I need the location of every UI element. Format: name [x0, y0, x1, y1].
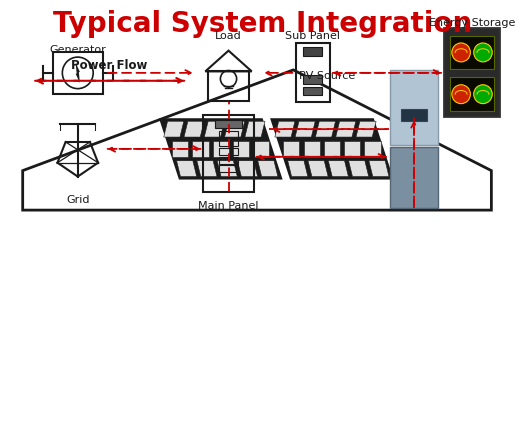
- Polygon shape: [271, 120, 392, 179]
- FancyBboxPatch shape: [390, 71, 438, 145]
- Polygon shape: [217, 161, 237, 177]
- Polygon shape: [369, 161, 389, 177]
- Text: Generator: Generator: [50, 45, 106, 55]
- Text: Power Flow: Power Flow: [72, 59, 148, 72]
- Polygon shape: [192, 141, 209, 157]
- Polygon shape: [364, 141, 380, 157]
- Polygon shape: [172, 141, 188, 157]
- Polygon shape: [324, 141, 340, 157]
- Polygon shape: [253, 141, 269, 157]
- Polygon shape: [177, 161, 197, 177]
- FancyBboxPatch shape: [450, 36, 494, 70]
- FancyBboxPatch shape: [304, 48, 322, 57]
- Circle shape: [474, 85, 492, 104]
- Polygon shape: [336, 122, 356, 138]
- Circle shape: [452, 44, 471, 63]
- Polygon shape: [238, 161, 258, 177]
- Polygon shape: [258, 161, 278, 177]
- Polygon shape: [164, 122, 184, 138]
- Polygon shape: [316, 122, 336, 138]
- Polygon shape: [245, 122, 265, 138]
- Circle shape: [474, 44, 492, 63]
- Polygon shape: [308, 161, 328, 177]
- FancyBboxPatch shape: [214, 120, 242, 128]
- Polygon shape: [328, 161, 348, 177]
- Polygon shape: [213, 141, 229, 157]
- Text: Load: Load: [215, 32, 242, 41]
- Text: Main Panel: Main Panel: [198, 201, 259, 211]
- Polygon shape: [75, 64, 80, 84]
- FancyBboxPatch shape: [401, 110, 427, 122]
- Polygon shape: [344, 141, 360, 157]
- Polygon shape: [295, 122, 315, 138]
- Text: Typical System Integration: Typical System Integration: [53, 11, 472, 39]
- Polygon shape: [197, 161, 217, 177]
- Circle shape: [452, 85, 471, 104]
- Polygon shape: [348, 161, 369, 177]
- Polygon shape: [233, 141, 249, 157]
- Polygon shape: [283, 141, 299, 157]
- Text: Grid: Grid: [66, 195, 90, 205]
- Text: Sub Panel: Sub Panel: [285, 32, 340, 41]
- Polygon shape: [204, 122, 225, 138]
- Polygon shape: [356, 122, 376, 138]
- FancyBboxPatch shape: [450, 78, 494, 112]
- Text: Energy Storage: Energy Storage: [429, 18, 515, 28]
- FancyBboxPatch shape: [304, 88, 322, 96]
- Polygon shape: [288, 161, 308, 177]
- FancyBboxPatch shape: [444, 29, 500, 118]
- Polygon shape: [304, 141, 320, 157]
- Text: PV Source: PV Source: [299, 71, 355, 81]
- Polygon shape: [184, 122, 204, 138]
- Polygon shape: [225, 122, 245, 138]
- Polygon shape: [160, 120, 281, 179]
- Polygon shape: [275, 122, 295, 138]
- FancyBboxPatch shape: [390, 148, 438, 208]
- FancyBboxPatch shape: [304, 76, 322, 85]
